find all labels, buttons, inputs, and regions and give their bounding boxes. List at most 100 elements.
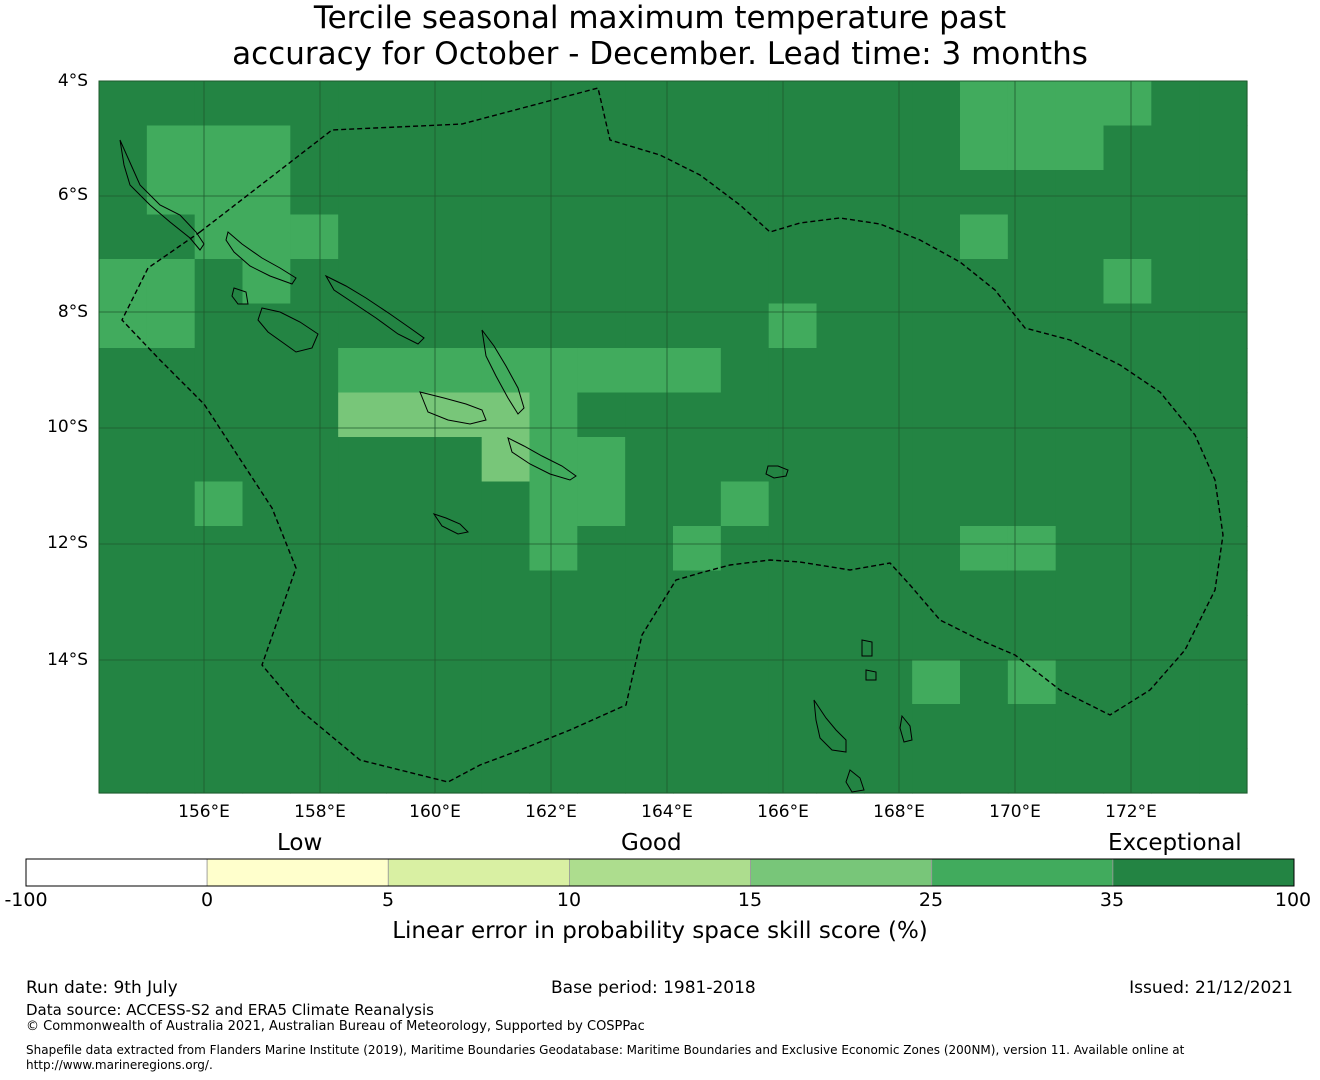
skill-cell — [577, 303, 626, 349]
skill-cell — [912, 303, 961, 349]
skill-cell — [194, 659, 244, 705]
skill-cell — [673, 437, 722, 483]
skill-cell — [99, 214, 148, 260]
skill-cell — [338, 392, 387, 438]
skill-cell — [481, 303, 531, 349]
makira-outline — [507, 437, 577, 481]
skill-cell — [1199, 659, 1248, 705]
skill-cell — [720, 348, 770, 394]
skill-cell — [1199, 570, 1248, 616]
skill-cell — [1055, 259, 1105, 305]
bougainville-outline — [119, 139, 205, 251]
skill-cell — [768, 659, 818, 705]
skill-cell — [290, 392, 339, 438]
choiseul-outline — [225, 231, 297, 285]
skill-cell — [768, 303, 818, 349]
skill-cell — [625, 259, 674, 305]
skill-cell — [1055, 348, 1105, 394]
skill-cell — [1151, 437, 1200, 483]
skill-cell — [673, 170, 722, 216]
skill-cell — [194, 125, 244, 171]
skill-cell — [99, 259, 148, 305]
skill-cell — [338, 303, 387, 349]
skill-cell — [481, 615, 531, 661]
island-outlines — [119, 139, 913, 793]
skill-cell — [912, 526, 961, 572]
skill-cell — [481, 481, 531, 527]
skill-cell — [960, 348, 1009, 394]
skill-cell — [864, 303, 913, 349]
skill-cell — [960, 81, 1009, 127]
skill-cell — [433, 704, 483, 750]
skill-cell — [290, 570, 339, 616]
skill-cell — [1199, 526, 1248, 572]
skill-cell — [673, 748, 722, 794]
skill-cell — [816, 392, 865, 438]
skill-cell — [146, 259, 196, 305]
skill-cell — [768, 615, 818, 661]
skill-cell — [242, 748, 291, 794]
skill-cell — [1055, 659, 1105, 705]
skill-cell — [433, 81, 483, 127]
skill-cell — [529, 526, 578, 572]
skill-cell — [529, 81, 578, 127]
skill-cell — [912, 214, 961, 260]
skill-cell — [433, 659, 483, 705]
skill-cell — [481, 214, 531, 260]
skill-cell — [768, 526, 818, 572]
skill-cell — [864, 659, 913, 705]
skill-cell — [290, 81, 339, 127]
lat-label-10s: 10°S — [47, 417, 88, 437]
skill-cell — [290, 704, 339, 750]
skill-cell — [1055, 214, 1105, 260]
espiritu-santo-outline — [813, 699, 847, 753]
skill-cell — [194, 303, 244, 349]
skill-cell — [1199, 81, 1248, 127]
skill-cell — [720, 81, 770, 127]
skill-cell — [912, 437, 961, 483]
skill-cell — [433, 259, 483, 305]
malakula-outline — [845, 769, 865, 793]
skill-cell — [816, 615, 865, 661]
skill-cell — [386, 437, 435, 483]
skill-cell — [577, 81, 626, 127]
skill-cell — [960, 570, 1009, 616]
skill-cell — [1007, 125, 1057, 171]
skill-cell — [912, 570, 961, 616]
skill-cell — [960, 170, 1009, 216]
skill-cell — [625, 348, 674, 394]
skill-cell — [386, 303, 435, 349]
skill-cell — [1103, 437, 1152, 483]
skill-cell — [146, 704, 196, 750]
skill-cell — [768, 214, 818, 260]
skill-cell — [960, 481, 1009, 527]
skill-cell — [960, 526, 1009, 572]
run-date: Run date: 9th July — [26, 978, 178, 998]
graticule — [99, 81, 1247, 793]
skill-cell — [1199, 348, 1248, 394]
skill-cell — [481, 125, 531, 171]
skill-cell — [290, 259, 339, 305]
skill-cell — [864, 392, 913, 438]
skill-cell — [194, 437, 244, 483]
skill-cell — [1007, 81, 1057, 127]
skill-cell — [386, 615, 435, 661]
skill-cell — [99, 348, 148, 394]
skill-cell — [816, 481, 865, 527]
skill-cell — [338, 570, 387, 616]
skill-cell — [768, 348, 818, 394]
skill-cell — [146, 659, 196, 705]
lon-label-164e: 164°E — [641, 802, 693, 822]
skill-cell — [194, 348, 244, 394]
skill-cell — [864, 704, 913, 750]
skill-cell — [146, 748, 196, 794]
skill-cell — [1055, 526, 1105, 572]
skill-cell — [1007, 570, 1057, 616]
skill-cell — [99, 526, 148, 572]
skill-cell — [338, 214, 387, 260]
skill-cell — [673, 570, 722, 616]
skill-cell — [529, 259, 578, 305]
skill-cell — [242, 81, 291, 127]
skill-cell — [1055, 392, 1105, 438]
skill-cell — [625, 303, 674, 349]
